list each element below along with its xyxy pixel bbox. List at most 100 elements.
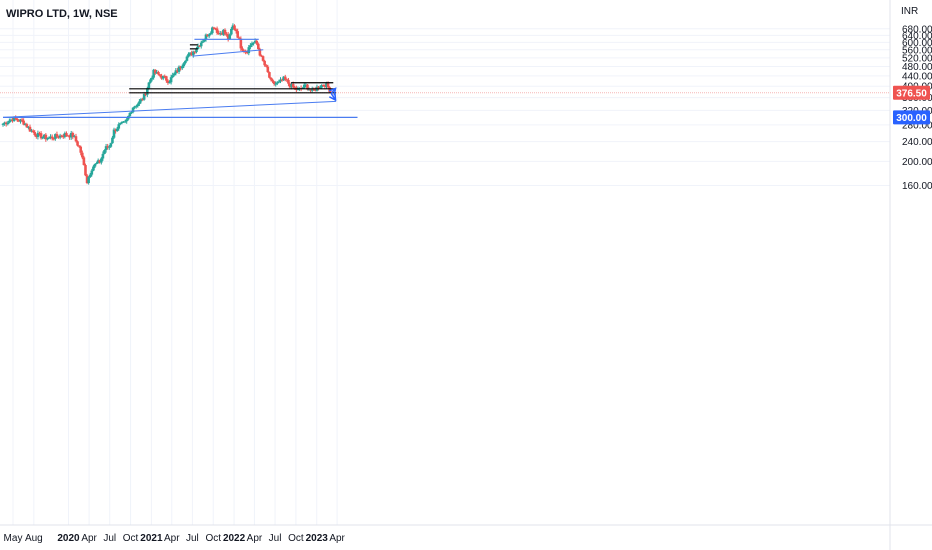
candle-up [211, 27, 214, 34]
candle-up [169, 77, 173, 83]
candle-up [36, 132, 40, 137]
candle-down [144, 94, 148, 96]
candle-down [66, 135, 70, 137]
candle-down [22, 120, 25, 125]
candle-up [134, 106, 138, 108]
candle-down [287, 79, 290, 84]
candle-down [11, 119, 14, 122]
candle-up [247, 47, 251, 54]
x-tick-label: 2020 [57, 533, 80, 544]
candle-down [50, 136, 54, 139]
candle-up [12, 116, 16, 122]
candle-up [222, 29, 225, 35]
candle-up [117, 124, 121, 129]
x-tick-label: Apr [164, 533, 180, 544]
candle-up [19, 119, 22, 122]
candle-down [291, 83, 295, 88]
candle-down [323, 85, 327, 87]
y-tick-label: 480.00 [902, 62, 932, 73]
candle-down [237, 37, 241, 39]
candle-up [96, 160, 100, 164]
candle-up [41, 137, 44, 139]
candle-up [150, 77, 154, 80]
candle-down [233, 25, 236, 30]
candle-up [296, 89, 300, 91]
level-badge [893, 110, 930, 125]
candle-up [120, 121, 124, 124]
candle-down [272, 81, 276, 85]
candle-up [63, 133, 67, 137]
candle-up [231, 25, 235, 29]
candle-down [255, 40, 259, 44]
candle-up [58, 135, 62, 138]
candle-up [302, 84, 306, 88]
candle-up [1, 123, 5, 125]
candle-down [60, 135, 63, 137]
x-tick-label: 2022 [223, 533, 246, 544]
candle-up [69, 132, 73, 138]
candle-up [290, 83, 293, 88]
candle-up [93, 163, 97, 167]
candle-up [201, 41, 205, 43]
candle-up [207, 34, 211, 37]
candle-up [253, 40, 257, 43]
candle-down [38, 132, 41, 134]
candle-down [166, 80, 170, 83]
candle-down [283, 76, 287, 80]
x-tick-label: Jul [186, 533, 199, 544]
candle-down [81, 152, 84, 158]
y-tick-label: 240.00 [902, 137, 932, 148]
x-tick-label: Oct [123, 533, 139, 544]
candle-up [130, 112, 133, 114]
candle-up [195, 48, 198, 53]
trend-line [192, 49, 264, 57]
candle-up [138, 101, 141, 105]
candle-down [61, 136, 65, 138]
candle-up [171, 75, 174, 78]
candle-down [239, 38, 243, 49]
candle-up [180, 66, 184, 69]
y-tick-label: 680.00 [902, 24, 932, 35]
candle-up [172, 73, 176, 76]
candle-down [44, 134, 48, 140]
candle-up [161, 75, 165, 79]
current-price-badge [893, 85, 930, 100]
candle-down [223, 29, 227, 34]
candle-down [165, 76, 168, 81]
candle-down [271, 79, 274, 82]
candle-down [280, 79, 284, 81]
candle-down [33, 132, 37, 136]
candle-up [188, 52, 192, 54]
candle-down [268, 72, 271, 78]
candle-down [114, 129, 117, 132]
candle-up [325, 83, 328, 87]
x-tick-label: Apr [329, 533, 345, 544]
candle-down [256, 43, 260, 49]
candle-down [245, 52, 249, 54]
candle-up [107, 146, 111, 148]
y-tick-label: 160.00 [902, 181, 932, 192]
candle-down [242, 50, 246, 52]
candle-up [54, 134, 57, 139]
candle-down [55, 134, 59, 137]
candle-down [77, 145, 81, 147]
candle-down [215, 28, 219, 33]
candle-down [306, 84, 309, 90]
candle-down [176, 70, 179, 72]
arrow-head-icon [329, 93, 337, 102]
chart-title: WIPRO LTD, 1W, NSE [6, 8, 118, 20]
candle-up [87, 177, 90, 184]
candle-down [20, 119, 24, 121]
candle-up [276, 82, 279, 84]
candle-up [230, 28, 233, 35]
candle-up [6, 122, 10, 125]
candle-down [179, 66, 182, 69]
candle-down [225, 33, 228, 35]
candle-up [209, 33, 213, 35]
candle-up [203, 39, 206, 42]
candle-up [142, 94, 146, 100]
candle-up [184, 60, 187, 64]
candle-up [125, 119, 129, 122]
